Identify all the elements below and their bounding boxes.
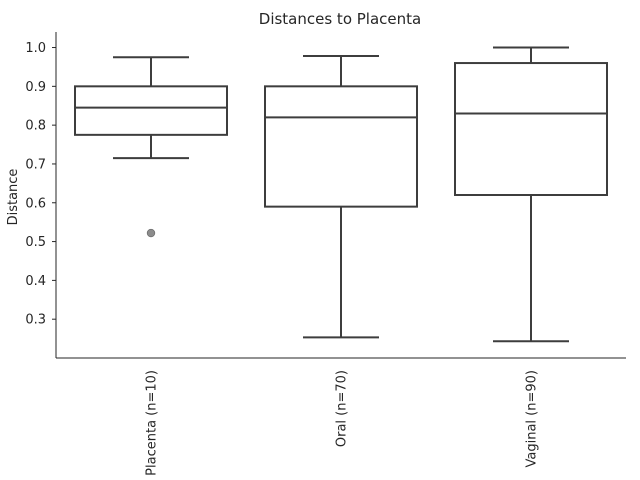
x-tick-label: Placenta (n=10)	[145, 370, 160, 476]
x-ticks: Placenta (n=10) Oral (n=70) Vaginal (n=90)	[145, 370, 540, 476]
y-tick-label: 0.9	[25, 80, 46, 95]
y-axis-label: Distance	[6, 169, 21, 226]
outlier-point	[146, 228, 156, 238]
iqr-box	[454, 62, 608, 196]
x-tick-label: Oral (n=70)	[335, 370, 350, 447]
y-tick-label: 0.6	[25, 196, 46, 211]
y-tick-label: 0.5	[25, 235, 46, 250]
y-tick-label: 0.3	[25, 313, 46, 328]
box-group	[454, 46, 608, 343]
iqr-box	[264, 85, 418, 208]
y-tick-label: 0.7	[25, 157, 46, 172]
chart-title: Distances to Placenta	[259, 10, 421, 28]
y-ticks: 0.3 0.4 0.5 0.6 0.7 0.8 0.9 1.0	[25, 41, 56, 328]
y-tick-label: 1.0	[25, 41, 46, 56]
y-tick-label: 0.4	[25, 274, 46, 289]
box-group	[264, 55, 418, 339]
box-group	[74, 56, 228, 238]
y-tick-label: 0.8	[25, 119, 46, 134]
iqr-box	[74, 85, 228, 136]
boxes	[74, 46, 608, 343]
x-tick-label: Vaginal (n=90)	[525, 370, 540, 467]
